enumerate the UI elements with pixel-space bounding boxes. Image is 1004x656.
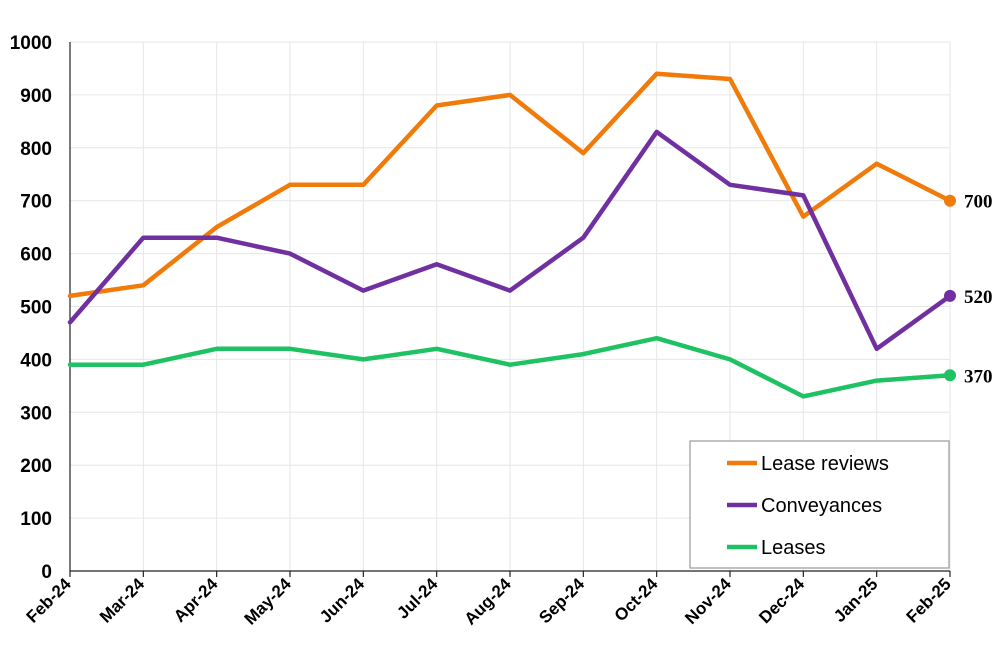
- x-tick-label: Jun-24: [316, 574, 369, 627]
- x-axis-ticks: Feb-24 Mar-24 Apr-24 May-24 Jun-24 Jul-24 Aug-…: [23, 571, 955, 629]
- legend-label: Lease reviews: [761, 453, 889, 475]
- y-axis-ticks: 0 100 200 300 400 500 600 700 800 900 1000: [10, 33, 52, 583]
- end-label-lease-reviews: 700: [964, 192, 993, 213]
- end-point-lease-reviews: [944, 194, 956, 207]
- y-tick-label: 400: [20, 350, 52, 371]
- legend: Lease reviews Conveyances Leases: [689, 440, 950, 569]
- x-tick-label: Nov-24: [681, 574, 735, 628]
- y-tick-label: 200: [20, 456, 52, 477]
- legend-label: Leases: [761, 537, 826, 559]
- x-tick-label: Sep-24: [535, 574, 588, 627]
- legend-label: Conveyances: [761, 495, 882, 517]
- x-tick-label: Feb-25: [903, 574, 955, 626]
- y-tick-label: 600: [20, 245, 52, 266]
- y-tick-label: 100: [20, 509, 52, 530]
- x-tick-label: May-24: [241, 574, 296, 629]
- series-line-leases: [67, 335, 953, 399]
- series-line-lease-reviews: [67, 71, 953, 299]
- x-tick-label: Dec-24: [755, 574, 808, 627]
- end-point-conveyances: [944, 289, 956, 302]
- y-tick-label: 900: [20, 86, 52, 107]
- y-tick-label: 1000: [10, 33, 52, 54]
- end-label-leases: 370: [964, 366, 993, 387]
- y-tick-label: 700: [20, 192, 52, 213]
- x-tick-label: Apr-24: [170, 574, 222, 626]
- y-tick-label: 800: [20, 139, 52, 160]
- y-tick-label: 0: [41, 562, 52, 583]
- y-tick-label: 300: [20, 403, 52, 424]
- end-label-conveyances: 520: [964, 287, 993, 308]
- end-labels: 700 520 370: [964, 192, 993, 388]
- x-tick-label: Mar-24: [96, 574, 149, 627]
- gridlines: [70, 41, 951, 571]
- x-tick-label: Aug-24: [461, 574, 516, 629]
- end-point-leases: [944, 369, 956, 382]
- x-tick-label: Oct-24: [611, 574, 662, 625]
- series-lines: [67, 71, 956, 399]
- y-tick-label: 500: [20, 298, 52, 319]
- series-line-conveyances: [67, 129, 953, 352]
- x-tick-label: Jul-24: [393, 574, 442, 623]
- x-tick-label: Jan-25: [830, 574, 882, 626]
